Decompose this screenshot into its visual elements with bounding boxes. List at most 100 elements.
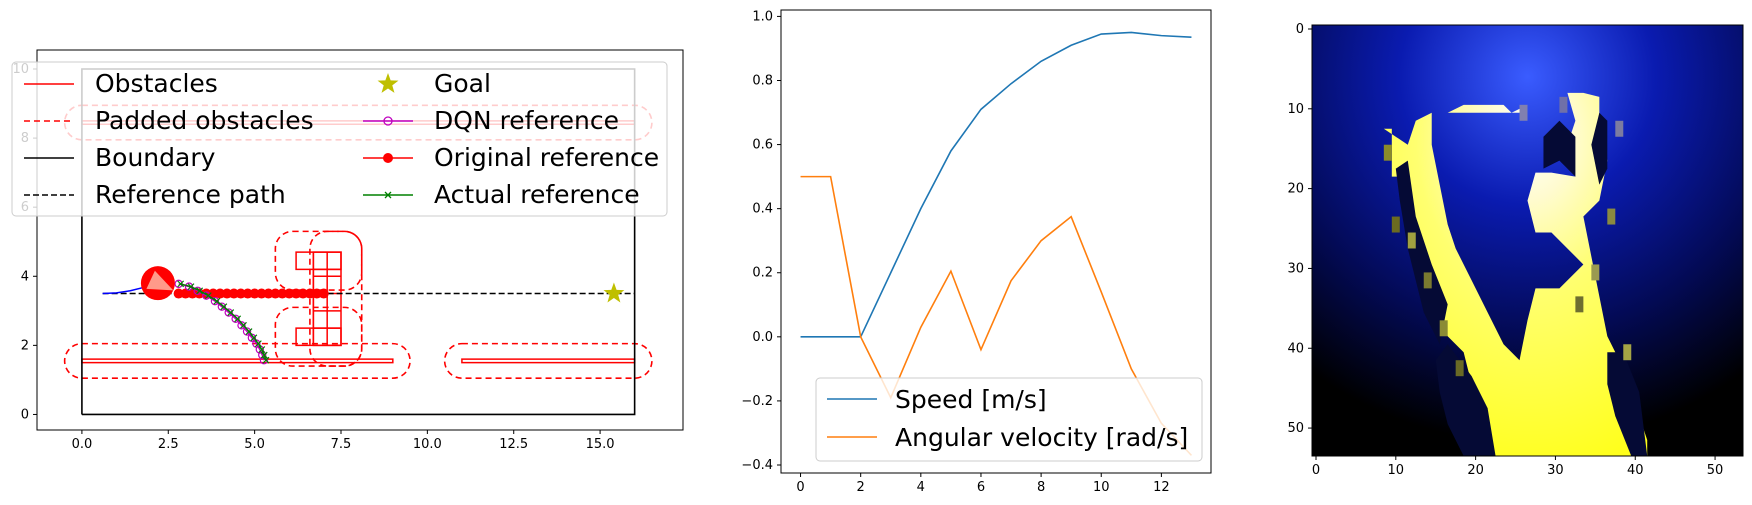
actual-reference-point <box>258 346 266 353</box>
heatmap-axes-frame <box>1311 24 1744 457</box>
series-line-0 <box>800 31 1192 338</box>
actual-reference-point <box>254 340 262 348</box>
y-tick-label: 0.8 <box>752 73 773 88</box>
heatmap-ticks: 0 10 20 30 40 50 0 10 20 30 40 50 <box>1287 22 1723 478</box>
heatmap-edge-cell <box>1607 208 1616 225</box>
original-reference-point <box>249 288 260 299</box>
x-tick-label: 20 <box>1467 463 1484 478</box>
x-tick-label: 15.0 <box>586 437 615 452</box>
legend-box <box>11 61 668 217</box>
original-reference-point <box>270 288 281 299</box>
x-tick-label: 10.0 <box>413 437 442 452</box>
original-reference-point <box>180 288 191 299</box>
dqn-reference-point <box>224 308 233 317</box>
heatmap-low-region <box>1543 120 1576 177</box>
goal-star <box>603 282 625 303</box>
original-reference-point <box>277 288 288 299</box>
padded-obstacle <box>63 342 411 379</box>
actual-reference-point <box>234 315 242 323</box>
y-tick-label: 2 <box>21 338 29 353</box>
actual-reference-point <box>250 334 258 342</box>
original-reference-point <box>173 288 184 299</box>
velocity-panel: 0 2 4 6 8 10 12 −0.4 −0.2 0.0 0.2 0.4 0.6 0.8 1.0 Spee… <box>741 9 1212 495</box>
x-tick-label: 40 <box>1627 463 1644 478</box>
legend-label: Actual reference <box>434 180 640 209</box>
original-reference-point <box>235 288 246 299</box>
legend-actual-marker <box>384 191 392 199</box>
x-tick-label: 2 <box>857 480 865 495</box>
velocity-plot-area <box>800 31 1193 456</box>
y-tick-label: −0.2 <box>741 394 773 409</box>
dqn-reference-point <box>231 314 240 323</box>
legend-dqn-marker <box>383 116 393 126</box>
actual-reference-point <box>177 280 185 288</box>
x-tick-label: 7.5 <box>331 437 352 452</box>
dqn-reference-point <box>202 291 211 300</box>
legend-goal-swatch <box>377 73 399 93</box>
heatmap-image <box>1312 25 1743 456</box>
actual-reference-point <box>260 351 268 359</box>
legend-label: DQN reference <box>434 106 619 135</box>
x-tick-label: 10 <box>1388 463 1405 478</box>
heatmap-edge-cell <box>1455 360 1464 377</box>
actual-reference-point <box>227 309 235 316</box>
actual-reference-point <box>213 297 221 305</box>
y-tick-label: 40 <box>1287 341 1304 356</box>
actual-reference-point <box>220 303 228 311</box>
x-tick-label: 0.0 <box>72 437 93 452</box>
heatmap-edge-cell <box>1439 320 1448 337</box>
original-reference-point <box>304 288 315 299</box>
series-line-1 <box>800 175 1193 456</box>
x-tick-label: 4 <box>917 480 925 495</box>
map-panel: 0.02.55.07.510.012.515.00246810 Obstacle… <box>11 49 684 452</box>
heatmap-edge-cell <box>1575 296 1584 313</box>
dqn-reference-point <box>193 286 202 295</box>
heatmap-high-region <box>1383 92 1648 456</box>
original-reference-point <box>215 288 226 299</box>
legend-label: Boundary <box>95 143 216 172</box>
original-reference-point <box>222 288 232 299</box>
actual-reference-point <box>240 321 247 329</box>
robot-heading-arrow <box>146 270 174 291</box>
y-tick-label: 50 <box>1287 421 1304 436</box>
original-reference-point <box>256 288 267 299</box>
heatmap-edge-cell <box>1391 216 1400 233</box>
original-reference-point <box>187 288 198 299</box>
original-reference-point <box>291 288 302 299</box>
actual-reference-point <box>196 287 204 295</box>
y-tick-label: 1.0 <box>752 9 773 24</box>
padded-obstacle <box>309 230 363 367</box>
dqn-reference-point <box>237 321 246 330</box>
legend-label: Original reference <box>434 143 659 172</box>
y-tick-label: 0.4 <box>752 202 773 217</box>
actual-reference-point <box>262 356 270 364</box>
x-tick-label: 30 <box>1547 463 1564 478</box>
legend-label: Goal <box>434 69 491 98</box>
original-reference-point <box>242 288 253 299</box>
legend-label: Speed [m/s] <box>895 385 1047 414</box>
x-tick-label: 0 <box>796 480 804 495</box>
legend-label: Reference path <box>95 180 286 209</box>
original-reference-point <box>311 288 322 299</box>
legend-label: Padded obstacles <box>95 106 314 135</box>
original-reference-point <box>298 288 308 299</box>
actual-reference-point <box>204 292 212 300</box>
legend-label: Obstacles <box>95 69 218 98</box>
dqn-reference-point <box>210 296 220 306</box>
original-reference-point <box>208 288 219 299</box>
y-tick-label: 0.0 <box>752 330 773 345</box>
heatmap-edge-cell <box>1623 344 1632 361</box>
legend-original-marker <box>383 153 393 163</box>
y-tick-label: 0.2 <box>752 266 773 281</box>
y-tick-label: 30 <box>1287 261 1304 276</box>
heatmap-edge-cell <box>1591 264 1600 281</box>
heatmap-panel: 0 10 20 30 40 50 0 10 20 30 40 50 <box>1287 22 1744 478</box>
heatmap-low-region <box>1591 112 1608 185</box>
y-tick-label: 0.6 <box>752 138 773 153</box>
legend-label: Angular velocity [rad/s] <box>895 423 1188 452</box>
x-tick-label: 8 <box>1037 480 1045 495</box>
original-reference-point <box>284 288 295 299</box>
y-tick-label: 0 <box>21 407 29 422</box>
x-tick-label: 12 <box>1153 480 1170 495</box>
